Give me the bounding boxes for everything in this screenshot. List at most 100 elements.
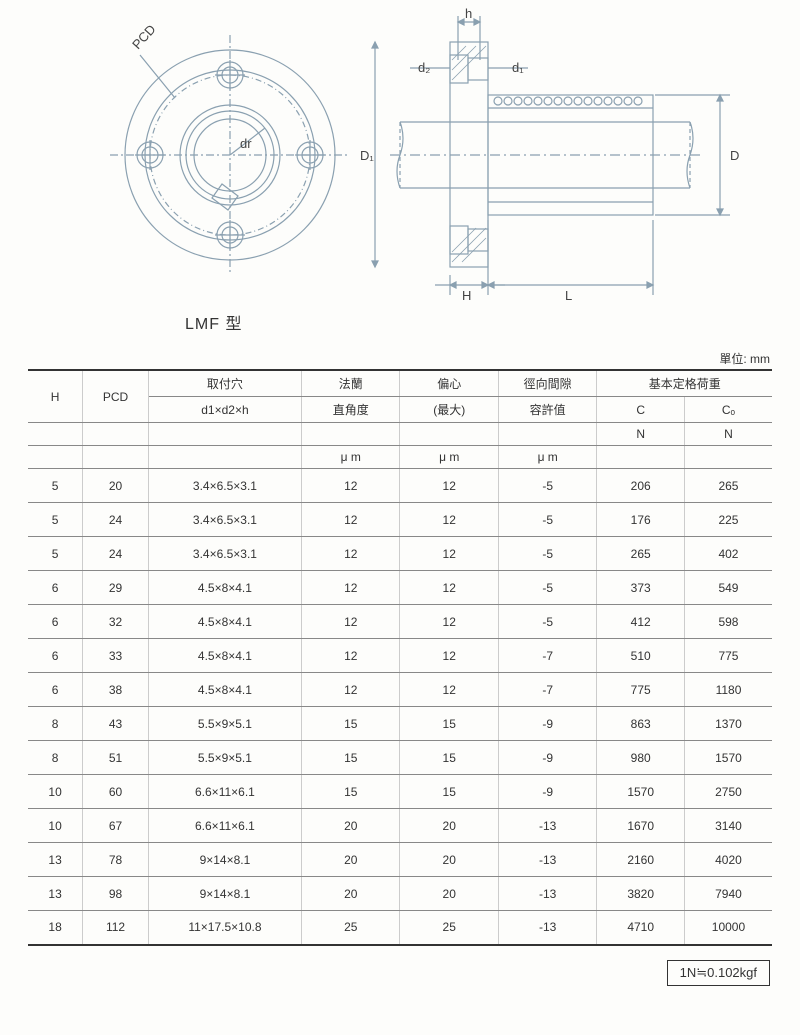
label-D1: D₁ <box>360 148 374 163</box>
th-pcd: PCD <box>83 370 149 423</box>
cell-e: 20 <box>400 877 498 911</box>
th-ecc: 偏心 <box>400 370 498 397</box>
cell-r: -5 <box>498 469 596 503</box>
label-pcd: PCD <box>129 22 159 52</box>
cell-d: 9×14×8.1 <box>148 877 301 911</box>
cell-co: 549 <box>684 571 772 605</box>
cell-r: -13 <box>498 809 596 843</box>
cell-f: 15 <box>302 707 400 741</box>
cell-h: 6 <box>28 639 83 673</box>
cell-e: 20 <box>400 809 498 843</box>
cell-co: 7940 <box>684 877 772 911</box>
cell-co: 4020 <box>684 843 772 877</box>
label-L: L <box>565 288 572 300</box>
cell-e: 12 <box>400 639 498 673</box>
cell-h: 8 <box>28 707 83 741</box>
cell-h: 18 <box>28 911 83 945</box>
cell-h: 6 <box>28 571 83 605</box>
cell-r: -5 <box>498 537 596 571</box>
cell-pcd: 67 <box>83 809 149 843</box>
cell-r: -5 <box>498 571 596 605</box>
cell-d: 9×14×8.1 <box>148 843 301 877</box>
th-c: C <box>597 397 685 423</box>
cell-f: 15 <box>302 741 400 775</box>
cell-d: 3.4×6.5×3.1 <box>148 537 301 571</box>
cell-c: 206 <box>597 469 685 503</box>
cell-h: 13 <box>28 843 83 877</box>
cell-c: 775 <box>597 673 685 707</box>
model-label: LMF 型 <box>185 310 242 334</box>
cell-r: -5 <box>498 503 596 537</box>
cell-c: 1570 <box>597 775 685 809</box>
cell-r: -9 <box>498 775 596 809</box>
cell-co: 775 <box>684 639 772 673</box>
cell-d: 3.4×6.5×3.1 <box>148 503 301 537</box>
cell-d: 6.6×11×6.1 <box>148 775 301 809</box>
cell-r: -13 <box>498 911 596 945</box>
th-flange: 法蘭 <box>302 370 400 397</box>
cell-r: -7 <box>498 639 596 673</box>
th-radgap-sub: 容許值 <box>498 397 596 423</box>
th-h: H <box>28 370 83 423</box>
cell-c: 980 <box>597 741 685 775</box>
th-n2: N <box>684 423 772 446</box>
table-row: 6334.5×8×4.11212-7510775 <box>28 639 772 673</box>
cell-e: 12 <box>400 469 498 503</box>
table-row: 13989×14×8.12020-1338207940 <box>28 877 772 911</box>
cell-c: 176 <box>597 503 685 537</box>
table-row: 5203.4×6.5×3.11212-5206265 <box>28 469 772 503</box>
cell-h: 5 <box>28 469 83 503</box>
cell-e: 12 <box>400 605 498 639</box>
cell-e: 15 <box>400 775 498 809</box>
cell-h: 10 <box>28 775 83 809</box>
cell-d: 6.6×11×6.1 <box>148 809 301 843</box>
cell-e: 15 <box>400 741 498 775</box>
cell-c: 510 <box>597 639 685 673</box>
cell-co: 2750 <box>684 775 772 809</box>
unit-label: 單位: mm <box>0 350 800 367</box>
cell-c: 2160 <box>597 843 685 877</box>
cell-pcd: 112 <box>83 911 149 945</box>
cell-pcd: 29 <box>83 571 149 605</box>
label-D: D <box>730 148 739 163</box>
cell-f: 12 <box>302 639 400 673</box>
cell-d: 3.4×6.5×3.1 <box>148 469 301 503</box>
cell-e: 15 <box>400 707 498 741</box>
cell-pcd: 98 <box>83 877 149 911</box>
th-ecc-sub: (最大) <box>400 397 498 423</box>
th-load: 基本定格荷重 <box>597 370 772 397</box>
table-row: 10676.6×11×6.12020-1316703140 <box>28 809 772 843</box>
cell-f: 12 <box>302 571 400 605</box>
cell-e: 12 <box>400 571 498 605</box>
table-row: 6324.5×8×4.11212-5412598 <box>28 605 772 639</box>
cell-e: 12 <box>400 673 498 707</box>
cell-pcd: 60 <box>83 775 149 809</box>
table-row: 8515.5×9×5.11515-99801570 <box>28 741 772 775</box>
cell-f: 20 <box>302 877 400 911</box>
cell-f: 12 <box>302 469 400 503</box>
cell-h: 5 <box>28 503 83 537</box>
th-mount-sub: d1×d2×h <box>148 397 301 423</box>
cell-r: -7 <box>498 673 596 707</box>
th-flange-sub: 直角度 <box>302 397 400 423</box>
cell-h: 6 <box>28 605 83 639</box>
cell-co: 3140 <box>684 809 772 843</box>
cell-pcd: 51 <box>83 741 149 775</box>
cell-c: 265 <box>597 537 685 571</box>
cell-c: 4710 <box>597 911 685 945</box>
cell-pcd: 24 <box>83 503 149 537</box>
cell-co: 402 <box>684 537 772 571</box>
table-row: 6294.5×8×4.11212-5373549 <box>28 571 772 605</box>
table-row: 10606.6×11×6.11515-915702750 <box>28 775 772 809</box>
cell-co: 225 <box>684 503 772 537</box>
cell-f: 12 <box>302 673 400 707</box>
cell-r: -9 <box>498 707 596 741</box>
label-d1: d₁ <box>512 60 524 75</box>
cell-e: 20 <box>400 843 498 877</box>
cell-f: 25 <box>302 911 400 945</box>
cell-pcd: 20 <box>83 469 149 503</box>
th-um2: μ m <box>400 446 498 469</box>
cell-co: 1180 <box>684 673 772 707</box>
cell-c: 373 <box>597 571 685 605</box>
cell-h: 5 <box>28 537 83 571</box>
